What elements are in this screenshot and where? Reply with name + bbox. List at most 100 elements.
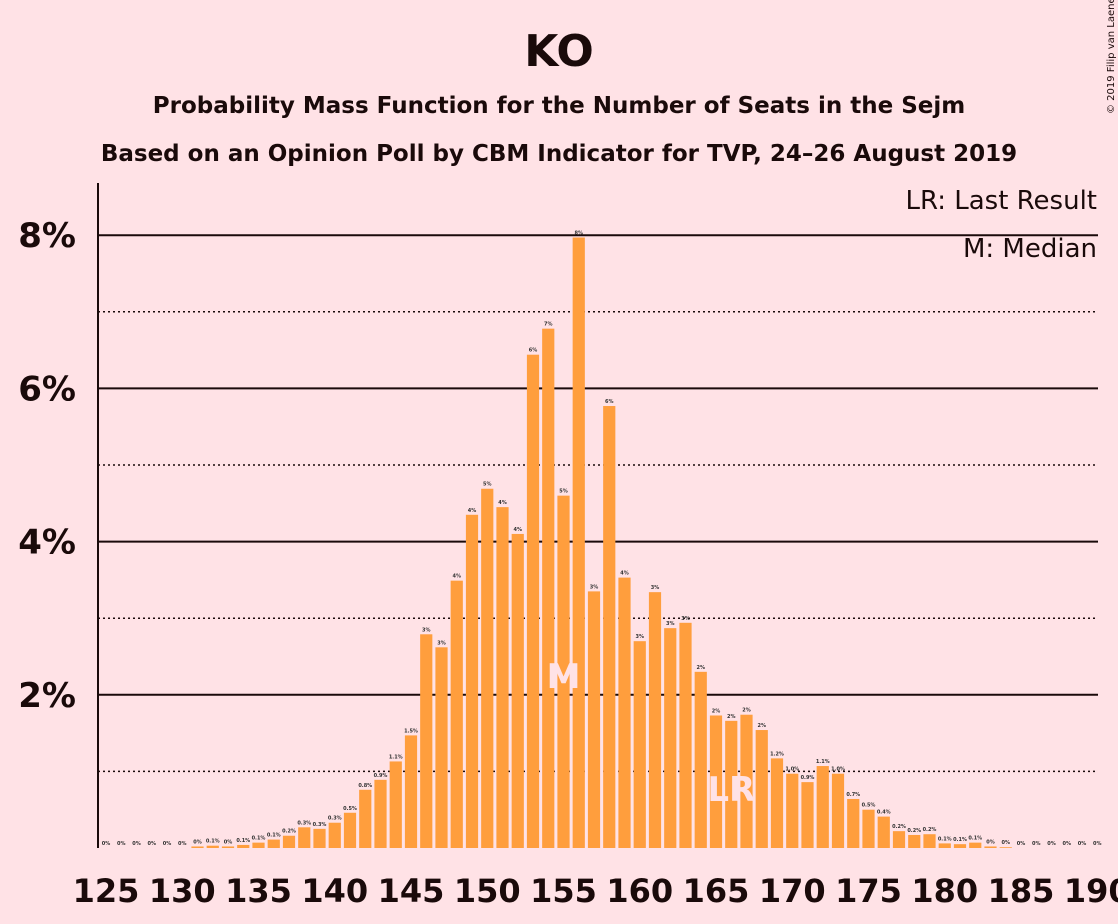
bar <box>938 843 951 848</box>
bar <box>847 798 860 848</box>
bar <box>282 835 296 848</box>
bar <box>633 641 646 848</box>
bar <box>298 827 311 848</box>
bar-data-label: 3% <box>437 640 446 646</box>
bar-data-label: 0% <box>1017 841 1026 847</box>
bar <box>786 773 799 848</box>
bar-data-label: 0.4% <box>877 810 891 816</box>
bar <box>862 809 875 848</box>
bar-data-label: 6% <box>605 399 614 405</box>
y-tick-label: 8% <box>18 216 76 256</box>
x-tick-label: 140 <box>301 872 368 910</box>
bar-data-label: 0% <box>1002 840 1011 846</box>
bar <box>831 773 845 848</box>
bar-data-label: 4% <box>620 571 629 577</box>
bar <box>557 495 570 848</box>
bar <box>389 761 402 848</box>
bar-data-label: 5% <box>559 489 568 495</box>
bar <box>694 671 707 848</box>
bar-data-label: 2% <box>712 708 721 714</box>
bar <box>450 580 463 848</box>
x-tick-label: 180 <box>911 872 978 910</box>
bar <box>618 577 631 848</box>
x-tick-label: 185 <box>988 872 1055 910</box>
chart-subtitle: Probability Mass Function for the Number… <box>153 93 965 119</box>
x-tick-label: 160 <box>606 872 673 910</box>
x-tick-labels: 125 130 135 140 145 150 155 160 165 170 175 180 185 1… <box>73 872 1118 910</box>
bar <box>953 844 967 848</box>
bar <box>603 406 616 848</box>
bar <box>526 354 540 848</box>
last-result-marker: LR <box>707 770 755 810</box>
bar-data-label: 1.1% <box>816 759 830 765</box>
bar <box>191 846 204 848</box>
copyright-notice: © 2019 Filip van Laenen <box>1106 0 1117 114</box>
bar <box>709 715 723 848</box>
x-tick-label: 170 <box>759 872 826 910</box>
bar <box>481 488 494 848</box>
bar <box>374 779 387 848</box>
bar-data-label: 0.1% <box>252 836 266 842</box>
chart-subtitle-poll: Based on an Opinion Poll by CBM Indicato… <box>101 141 1017 167</box>
bar-data-label: 4% <box>468 508 477 514</box>
bar <box>206 845 219 848</box>
x-tick-label: 130 <box>149 872 216 910</box>
bar-data-label: 0% <box>1093 841 1102 847</box>
median-marker: M <box>547 657 581 697</box>
bar-data-label: 0% <box>117 841 126 847</box>
bar-data-label: 0.1% <box>267 833 281 839</box>
bar <box>679 622 692 848</box>
bar-data-label: 1.5% <box>404 728 418 734</box>
bar-data-label: 3% <box>422 627 431 633</box>
bar <box>892 831 906 848</box>
bar-data-label: 2% <box>758 723 767 729</box>
bar-data-label: 7% <box>544 322 553 328</box>
bar-data-label: 0.2% <box>907 828 921 834</box>
bar-data-label: 0% <box>178 841 187 847</box>
y-tick-label: 6% <box>18 369 76 409</box>
bar-data-label: 0.3% <box>313 822 327 828</box>
bar <box>755 730 768 848</box>
bar <box>587 591 601 848</box>
bar-data-label: 0% <box>1063 841 1072 847</box>
bar <box>572 237 585 849</box>
bar-data-label: 2% <box>742 708 751 714</box>
bar-data-label: 0.1% <box>968 836 982 842</box>
bar <box>740 714 753 848</box>
bar <box>465 514 479 848</box>
x-tick-label: 155 <box>530 872 597 910</box>
bar-data-label: 0.9% <box>801 775 815 781</box>
bar-data-label: 1.0% <box>831 767 845 773</box>
x-tick-label: 125 <box>73 872 140 910</box>
bar-data-label: 1.2% <box>770 751 784 757</box>
bar <box>328 822 341 848</box>
bar <box>969 842 982 848</box>
legend-median: M: Median <box>963 234 1097 264</box>
x-tick-label: 145 <box>378 872 445 910</box>
x-tick-label: 150 <box>454 872 521 910</box>
bar-data-label: 0.9% <box>374 773 388 779</box>
bar <box>267 839 280 848</box>
bar-data-label: 2% <box>727 714 736 720</box>
bar <box>435 647 448 848</box>
bar-data-label: 3% <box>590 584 599 590</box>
bar <box>343 812 357 848</box>
bar-data-label: 0% <box>163 841 172 847</box>
bar-data-label: 0% <box>986 839 995 845</box>
bar <box>221 846 235 848</box>
bar-data-label: 0% <box>193 839 202 845</box>
bar-data-label: 4% <box>498 500 507 506</box>
bar-data-label: 2% <box>697 665 706 671</box>
bar-data-label: 6% <box>529 348 538 354</box>
bar-data-label: 3% <box>681 616 690 622</box>
y-tick-labels: 2% 4% 6% 8% <box>18 216 76 716</box>
bar-data-label: 0.8% <box>358 783 372 789</box>
bar-data-label: 0.3% <box>297 820 311 826</box>
y-tick-label: 4% <box>18 523 76 563</box>
bar <box>770 758 784 848</box>
bar-data-label: 0.2% <box>282 829 296 835</box>
y-tick-label: 2% <box>18 676 76 716</box>
bar-data-label: 0.1% <box>938 836 952 842</box>
bar-data-label: 0% <box>1032 841 1041 847</box>
bar <box>648 592 662 848</box>
